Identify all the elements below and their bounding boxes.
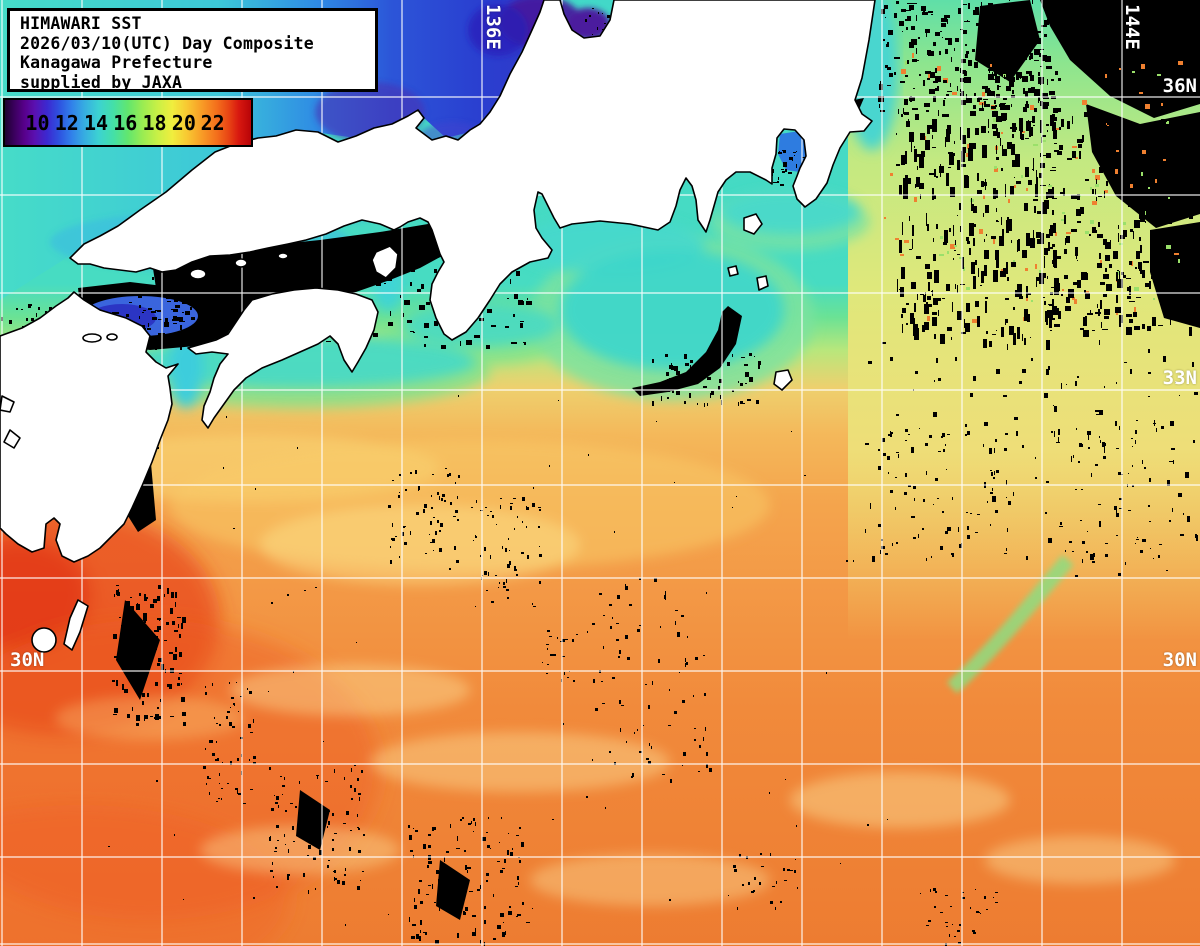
land-hachijojima bbox=[773, 369, 793, 391]
land-izu-oshima bbox=[743, 213, 763, 235]
lat-label-30n-right: 30N bbox=[1162, 649, 1197, 671]
lon-label-136e: 136E bbox=[482, 4, 504, 50]
land-miyakejima bbox=[756, 275, 769, 291]
lat-label-33n: 33N bbox=[1162, 367, 1197, 389]
lat-label-30n-left: 30N bbox=[10, 649, 45, 671]
colorbar-tick-20: 20 bbox=[171, 111, 196, 135]
colorbar-tick-16: 16 bbox=[113, 111, 138, 135]
land-awaji bbox=[371, 245, 399, 279]
colorbar-tick-22: 22 bbox=[200, 111, 225, 135]
land-tanegashima bbox=[63, 599, 89, 651]
land-layer bbox=[0, 0, 876, 653]
lat-label-36n: 36N bbox=[1162, 75, 1197, 97]
colorbar-tick-14: 14 bbox=[83, 111, 109, 135]
land-honshu bbox=[69, 0, 876, 341]
colorbar-tick-12: 12 bbox=[54, 111, 79, 135]
colorbar-tick-18: 18 bbox=[142, 111, 167, 135]
land-kyushu bbox=[0, 291, 179, 563]
land-shikoku bbox=[187, 287, 379, 429]
cold-eddy-izu bbox=[560, 250, 784, 370]
lon-label-144e: 144E bbox=[1121, 4, 1143, 50]
title-line-date: 2026/03/10(UTC) Day Composite bbox=[20, 33, 314, 53]
sst-colorbar: 10 12 14 16 18 20 22 bbox=[3, 98, 253, 147]
land-yakushima bbox=[31, 627, 57, 653]
title-line-region: Kanagawa Prefecture bbox=[20, 53, 213, 72]
title-line-source: supplied by JAXA bbox=[20, 72, 183, 92]
title-box: HIMAWARI SST 2026/03/10(UTC) Day Composi… bbox=[7, 8, 378, 92]
title-line-product: HIMAWARI SST bbox=[20, 14, 142, 33]
colorbar-tick-10: 10 bbox=[25, 111, 50, 135]
